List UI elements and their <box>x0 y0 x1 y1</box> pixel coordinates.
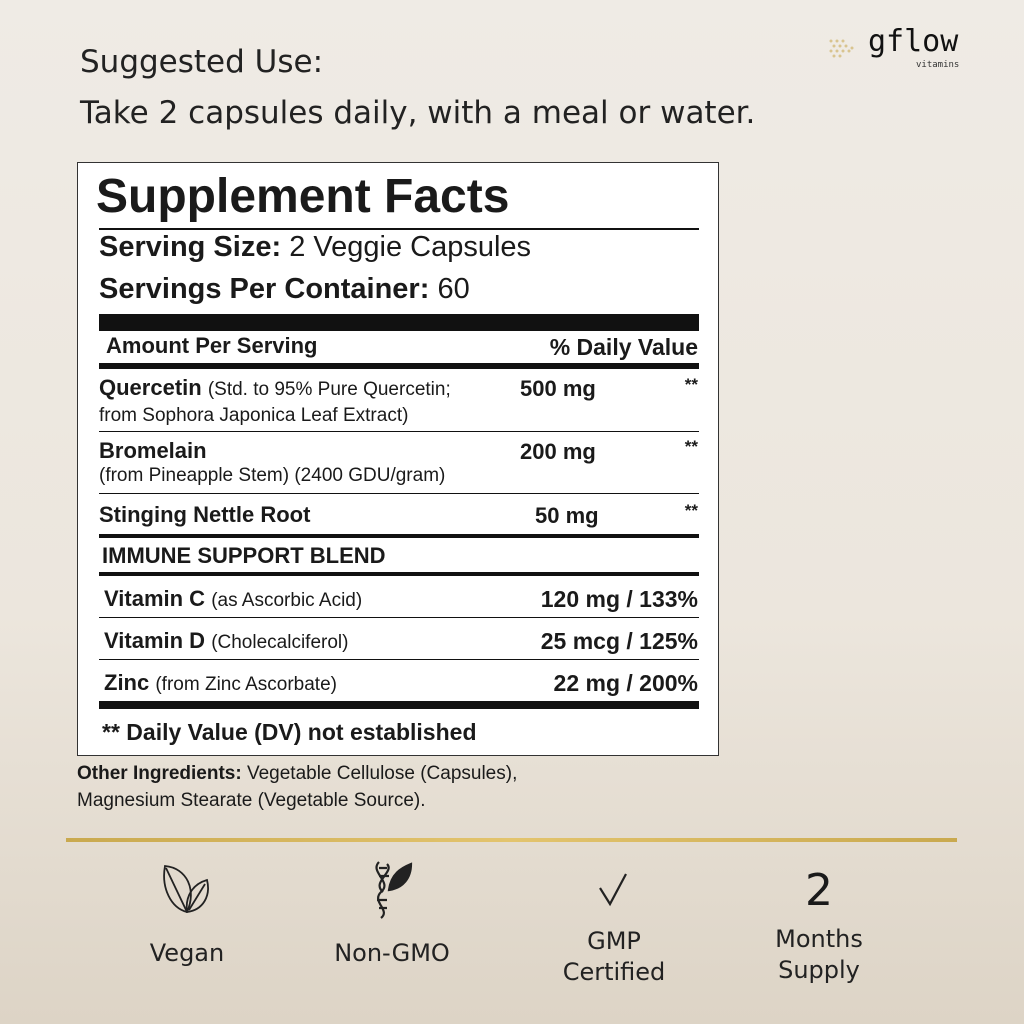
dna-leaf-icon <box>375 861 413 919</box>
blend-item-name: Zinc (from Zinc Ascorbate) <box>104 670 337 695</box>
logo-tagline: vitamins <box>916 60 960 70</box>
nutrient-amount: 50 mg <box>535 503 599 528</box>
nutrient-dv: ** <box>684 437 698 456</box>
blend-title: IMMUNE SUPPORT BLEND <box>102 543 386 568</box>
supplement-facts-panel: Supplement Facts Serving Size: 2 Veggie … <box>77 162 719 756</box>
blend-item-value: 22 mg / 200% <box>553 670 698 696</box>
checkmark-icon <box>599 873 627 907</box>
suggested-use-text: Take 2 capsules daily, with a meal or wa… <box>80 95 756 131</box>
amount-per-serving-header: Amount Per Serving <box>106 333 318 358</box>
serving-size: Serving Size: 2 Veggie Capsules <box>99 231 532 263</box>
badge-non-gmo: Non-GMO <box>302 860 482 969</box>
blend-item-value: 25 mcg / 125% <box>540 628 698 654</box>
badge-vegan: Vegan <box>97 860 277 969</box>
daily-value-header: % Daily Value <box>549 334 698 360</box>
facts-title: Supplement Facts <box>96 170 510 223</box>
nutrient-name: Bromelain <box>99 438 207 463</box>
other-ingredients: Other Ingredients: Vegetable Cellulose (… <box>77 763 518 784</box>
nutrient-dv: ** <box>684 501 698 520</box>
suggested-use-heading: Suggested Use: <box>80 44 324 80</box>
number-two: 2 <box>805 864 833 916</box>
nutrient-detail: (from Pineapple Stem) (2400 GDU/gram) <box>99 465 446 486</box>
nutrient-dv: ** <box>684 375 698 394</box>
gold-divider <box>66 838 957 842</box>
blend-item-name: Vitamin D (Cholecalciferol) <box>104 628 349 653</box>
logo-wordmark: gflow <box>868 24 959 59</box>
nutrient-name: Stinging Nettle Root <box>99 502 311 527</box>
leaf-icon <box>163 865 209 914</box>
other-ingredients-line2: Magnesium Stearate (Vegetable Source). <box>77 790 426 811</box>
badge-gmp-certified: GMP Certified <box>524 860 704 988</box>
badge-months-supply: 2 Months Supply <box>729 860 909 986</box>
nutrient-detail: from Sophora Japonica Leaf Extract) <box>99 405 409 426</box>
blend-item-value: 120 mg / 133% <box>540 586 698 612</box>
nutrient-amount: 200 mg <box>520 439 596 464</box>
servings-per-container: Servings Per Container: 60 <box>99 273 470 305</box>
blend-item-name: Vitamin C (as Ascorbic Acid) <box>104 586 363 611</box>
nutrient-amount: 500 mg <box>520 376 596 401</box>
footnote: ** Daily Value (DV) not established <box>102 719 477 745</box>
nutrient-name: Quercetin (Std. to 95% Pure Quercetin; <box>99 375 451 400</box>
arrow-dots-icon <box>829 39 854 58</box>
